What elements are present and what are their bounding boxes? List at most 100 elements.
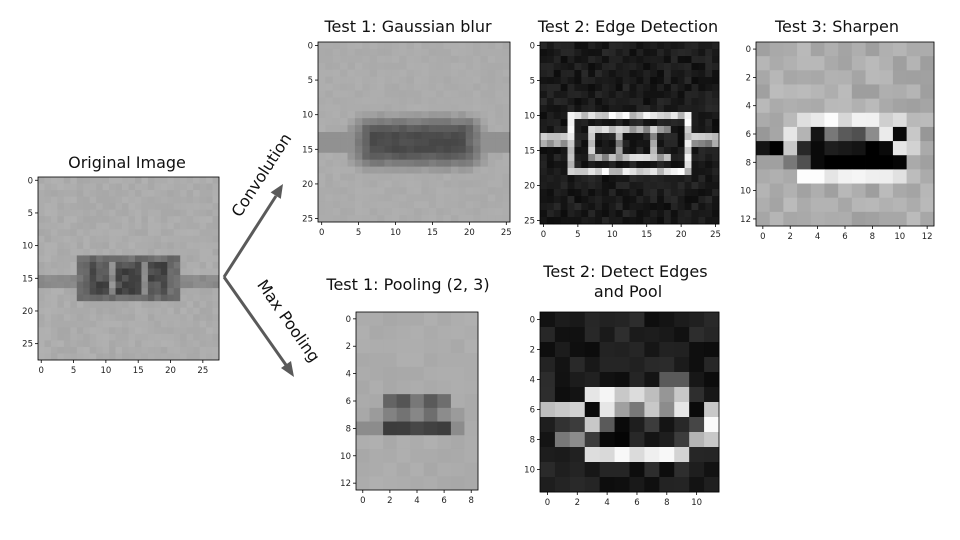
pixel-cell [384,152,393,161]
pixel-cell [465,62,474,71]
pixel-cell [410,353,425,368]
pixel-cell [712,168,720,176]
pixel-cell [180,203,188,211]
pixel-cell [450,97,459,105]
pixel-cell [340,104,348,112]
pixel-cell [684,98,692,106]
pixel-cell [122,294,129,302]
pixel-cell [622,126,630,134]
pixel-cell [629,342,645,358]
pixel-cell [450,166,459,174]
pixel-cell [629,140,637,148]
pixel-cell [89,294,97,302]
pixel-cell [428,159,437,168]
y-tick-label: 6 [746,130,751,140]
pixel-cell [540,402,556,418]
pixel-cell [677,105,685,113]
pixel-cell [838,56,853,71]
pixel-cell [650,133,658,141]
pixel-cell [629,147,637,155]
pixel-cell [705,175,713,183]
pixel-cell [487,194,496,202]
pixel-cell [212,248,220,256]
pixel-cell [670,196,679,204]
pixel-cell [443,201,452,209]
pixel-cell [396,476,411,491]
pixel-cell [173,281,181,289]
pixel-cell [783,211,798,227]
pixel-cell [44,314,52,322]
pixel-cell [70,183,78,191]
pixel-cell [318,138,326,147]
pixel-cell [141,235,149,243]
pixel-cell [567,154,575,162]
pixel-cell [44,248,52,256]
pixel-cell [797,169,812,184]
pixel-cell [615,42,624,50]
pixel-cell [128,346,136,354]
pixel-cell [663,189,672,197]
pixel-cell [63,307,71,315]
pixel-cell [629,447,645,463]
pixel-cell [167,275,175,282]
pixel-cell [436,159,444,168]
pixel-cell [540,140,548,148]
pixel-cell [147,288,155,296]
pixel-cell [369,104,378,112]
pixel-cell [540,210,548,218]
pixel-cell [362,111,371,119]
pixel-cell [560,119,568,127]
pixel-cell [644,447,660,463]
pixel-cell [384,69,393,78]
pixel-cell [540,63,548,71]
pixel-cell [199,235,207,243]
pixel-cell [356,366,370,381]
pixel-cell [851,84,866,100]
pixel-cell [614,372,630,388]
pixel-cell [167,222,175,230]
pixel-cell [122,327,129,335]
pixel-cell [769,155,784,170]
pixel-cell [824,98,839,114]
pixel-cell [615,56,624,64]
pixel-cell [354,159,363,168]
pixel-cell [487,132,496,140]
pixel-cell [406,111,415,119]
x-tick-label: 0 [541,230,546,240]
pixel-cell [601,168,610,176]
pixel-cell [57,327,65,335]
pixel-cell [691,77,699,85]
pixel-cell [340,152,348,161]
pixel-cell [96,242,104,250]
pixel-cell [553,84,562,92]
pixel-cell [554,477,571,493]
pixel-cell [698,203,706,211]
pixel-cell [180,216,188,224]
title-original-line-1: Original Image [68,153,186,172]
pixel-cell [160,353,168,361]
x-tick-label: 4 [815,232,820,242]
pixel-cell [102,301,110,309]
pixel-cell [154,327,162,335]
pixel-cell [332,145,341,154]
pixel-cell [160,183,168,191]
pixel-cell [347,166,356,174]
pixel-cell [698,217,706,225]
pixel-cell [783,141,798,156]
pixel-cell [684,189,692,197]
pixel-cell [920,141,935,156]
pixel-cell [567,147,575,155]
pixel-cell [574,126,582,134]
pixel-cell [608,196,617,204]
pixel-cell [369,187,378,195]
pixel-cell [540,49,548,57]
pixel-cell [443,215,452,223]
pixel-cell [797,112,812,128]
pixel-cell [63,177,71,184]
pixel-cell [383,476,398,491]
pixel-cell [70,229,78,237]
pixel-cell [354,132,363,140]
pixel-cell [57,216,65,224]
pixel-cell [553,189,562,197]
pixel-cell [332,132,341,140]
